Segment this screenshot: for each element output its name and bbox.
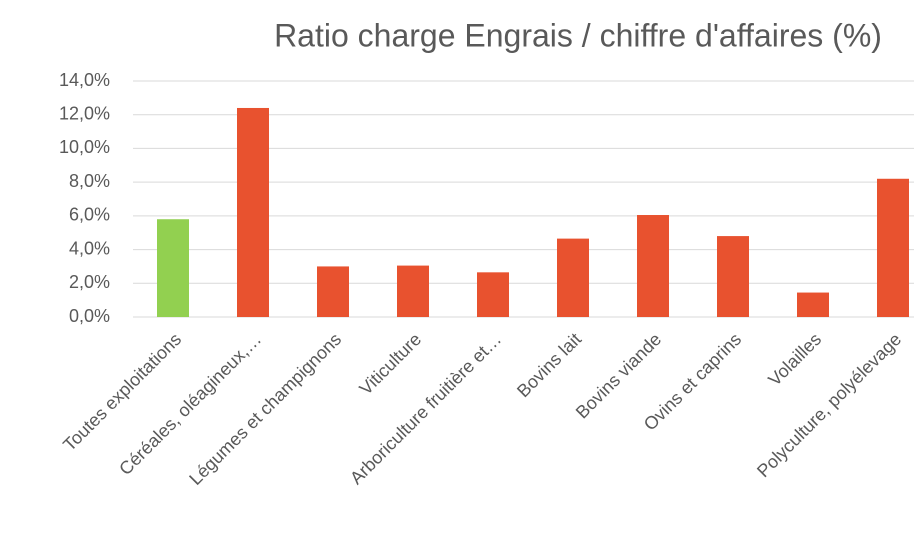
bar — [157, 219, 189, 317]
bar — [877, 178, 909, 317]
y-tick-label: 8,0% — [69, 171, 110, 191]
x-tick-label: Polyculture, polyélevage — [753, 329, 905, 481]
y-tick-label: 10,0% — [59, 137, 110, 157]
bar — [237, 107, 269, 317]
y-tick-label: 2,0% — [69, 272, 110, 292]
x-tick-label: Bovins lait — [513, 329, 585, 401]
bar — [317, 266, 349, 317]
bar — [557, 238, 589, 317]
bar — [717, 236, 749, 317]
y-tick-label: 6,0% — [69, 205, 110, 225]
y-tick-label: 12,0% — [59, 103, 110, 123]
bar — [477, 272, 509, 317]
bar — [797, 292, 829, 317]
y-tick-label: 0,0% — [69, 306, 110, 326]
x-tick-label: Viticulture — [355, 329, 425, 399]
chart-title: Ratio charge Engrais / chiffre d'affaire… — [274, 17, 882, 53]
x-tick-label: Céréales, oléagineux,… — [115, 329, 265, 479]
bar — [397, 265, 429, 317]
x-tick-label: Arboriculture fruitière et… — [346, 329, 505, 488]
y-tick-label: 4,0% — [69, 238, 110, 258]
x-tick-label: Volailles — [764, 329, 825, 390]
x-tick-label: Légumes et champignons — [185, 329, 345, 489]
bar — [637, 215, 669, 317]
y-tick-label: 14,0% — [59, 70, 110, 90]
